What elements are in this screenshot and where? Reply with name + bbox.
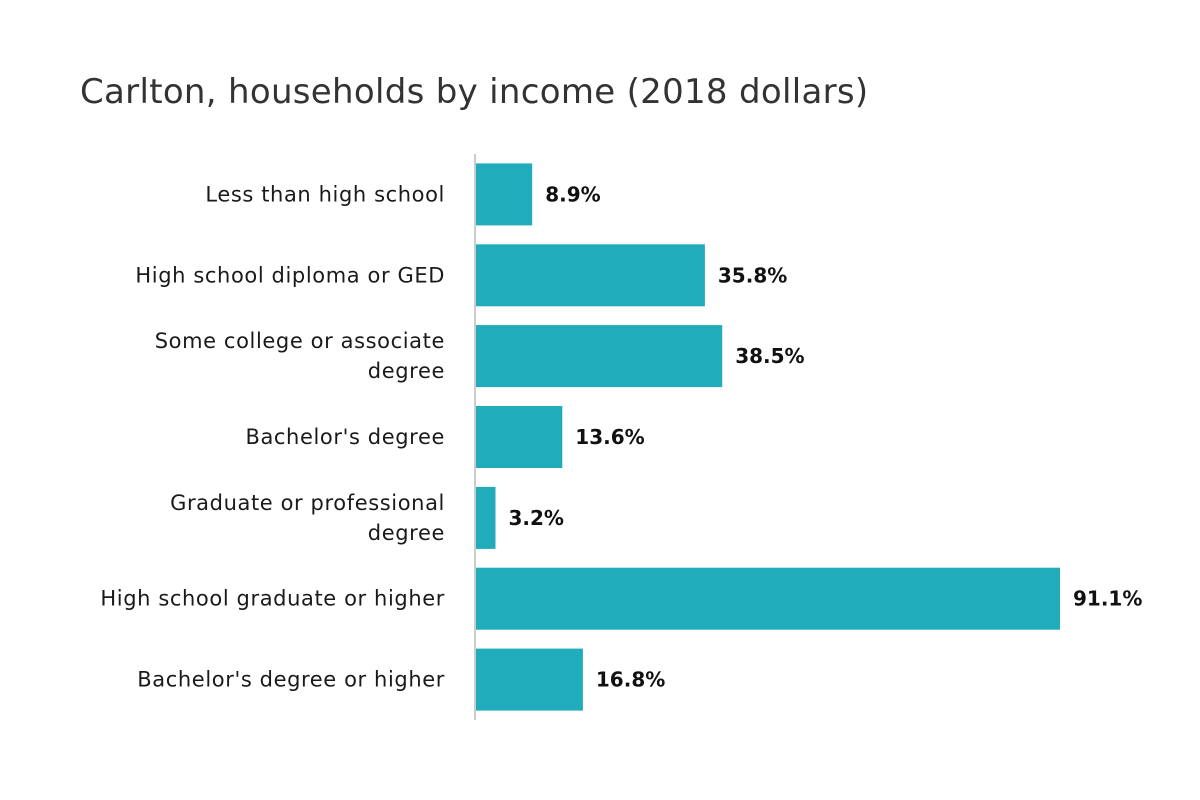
- category-label-line: Some college or associate: [155, 329, 445, 353]
- bar: [475, 163, 533, 226]
- category-label-line: degree: [368, 521, 445, 545]
- value-label: 91.1%: [1073, 587, 1142, 611]
- value-label: 16.8%: [596, 668, 665, 692]
- category-label-line: High school diploma or GED: [135, 263, 445, 287]
- category-label-line: Less than high school: [205, 182, 445, 206]
- bar: [475, 325, 723, 388]
- bars-group: [475, 163, 1060, 711]
- value-label: 13.6%: [575, 425, 644, 449]
- category-label: Less than high school: [205, 182, 445, 206]
- bar: [475, 244, 705, 307]
- category-label-line: High school graduate or higher: [100, 587, 445, 611]
- category-label: Bachelor's degree: [245, 425, 445, 449]
- category-label-line: Bachelor's degree: [245, 425, 445, 449]
- bar: [475, 648, 583, 711]
- bar: [475, 567, 1060, 630]
- value-label: 8.9%: [545, 182, 600, 206]
- value-label: 35.8%: [718, 263, 787, 287]
- category-label: High school diploma or GED: [135, 263, 445, 287]
- category-labels-group: Less than high school High school diploma…: [100, 182, 445, 692]
- category-label: High school graduate or higher: [100, 587, 445, 611]
- category-label: Graduate or professional degree: [170, 491, 445, 545]
- category-label-line: Bachelor's degree or higher: [137, 668, 445, 692]
- category-label-line: degree: [368, 359, 445, 383]
- bar: [475, 486, 496, 549]
- value-label: 38.5%: [735, 344, 804, 368]
- category-label: Bachelor's degree or higher: [137, 668, 445, 692]
- bar: [475, 406, 563, 468]
- chart-title: Carlton, households by income (2018 doll…: [80, 72, 869, 112]
- category-label-line: Graduate or professional: [170, 491, 445, 515]
- value-label: 3.2%: [509, 506, 564, 530]
- value-labels-group: 8.9% 35.8% 38.5% 13.6% 3.2% 91.1% 16.8%: [509, 182, 1143, 691]
- category-label: Some college or associate degree: [155, 329, 445, 383]
